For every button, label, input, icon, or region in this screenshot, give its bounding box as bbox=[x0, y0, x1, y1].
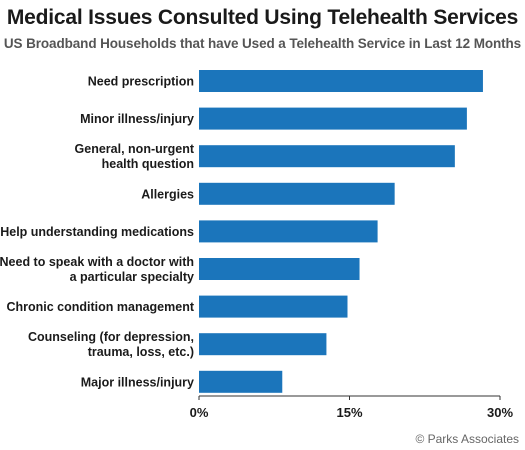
bar bbox=[199, 370, 283, 393]
category-label: Need to speak with a doctor with a partic… bbox=[0, 255, 194, 284]
bar bbox=[199, 333, 327, 356]
bar bbox=[199, 295, 348, 318]
category-label: Help understanding medications bbox=[0, 225, 194, 239]
chart-title: Medical Issues Consulted Using Telehealt… bbox=[6, 6, 519, 29]
category-label: Need prescription bbox=[88, 75, 194, 89]
category-label: Allergies bbox=[141, 187, 194, 201]
category-label: Counseling (for depression, trauma, loss,… bbox=[28, 330, 194, 359]
bar bbox=[199, 182, 395, 205]
bar bbox=[199, 70, 483, 92]
x-tick-label: 0% bbox=[190, 405, 209, 420]
chart-subtitle: US Broadband Households that have Used a… bbox=[3, 36, 522, 51]
x-tick-label: 30% bbox=[487, 405, 513, 420]
category-label: Chronic condition management bbox=[6, 300, 194, 314]
category-label: Major illness/injury bbox=[81, 375, 194, 389]
source-credit: © Parks Associates bbox=[415, 432, 519, 446]
x-tick-label: 15% bbox=[336, 405, 362, 420]
bar bbox=[199, 258, 360, 280]
bar bbox=[199, 107, 467, 130]
bar bbox=[199, 145, 455, 168]
category-label: General, non-urgent health question bbox=[75, 142, 195, 171]
category-label: Minor illness/injury bbox=[80, 112, 194, 126]
bar bbox=[199, 220, 378, 243]
